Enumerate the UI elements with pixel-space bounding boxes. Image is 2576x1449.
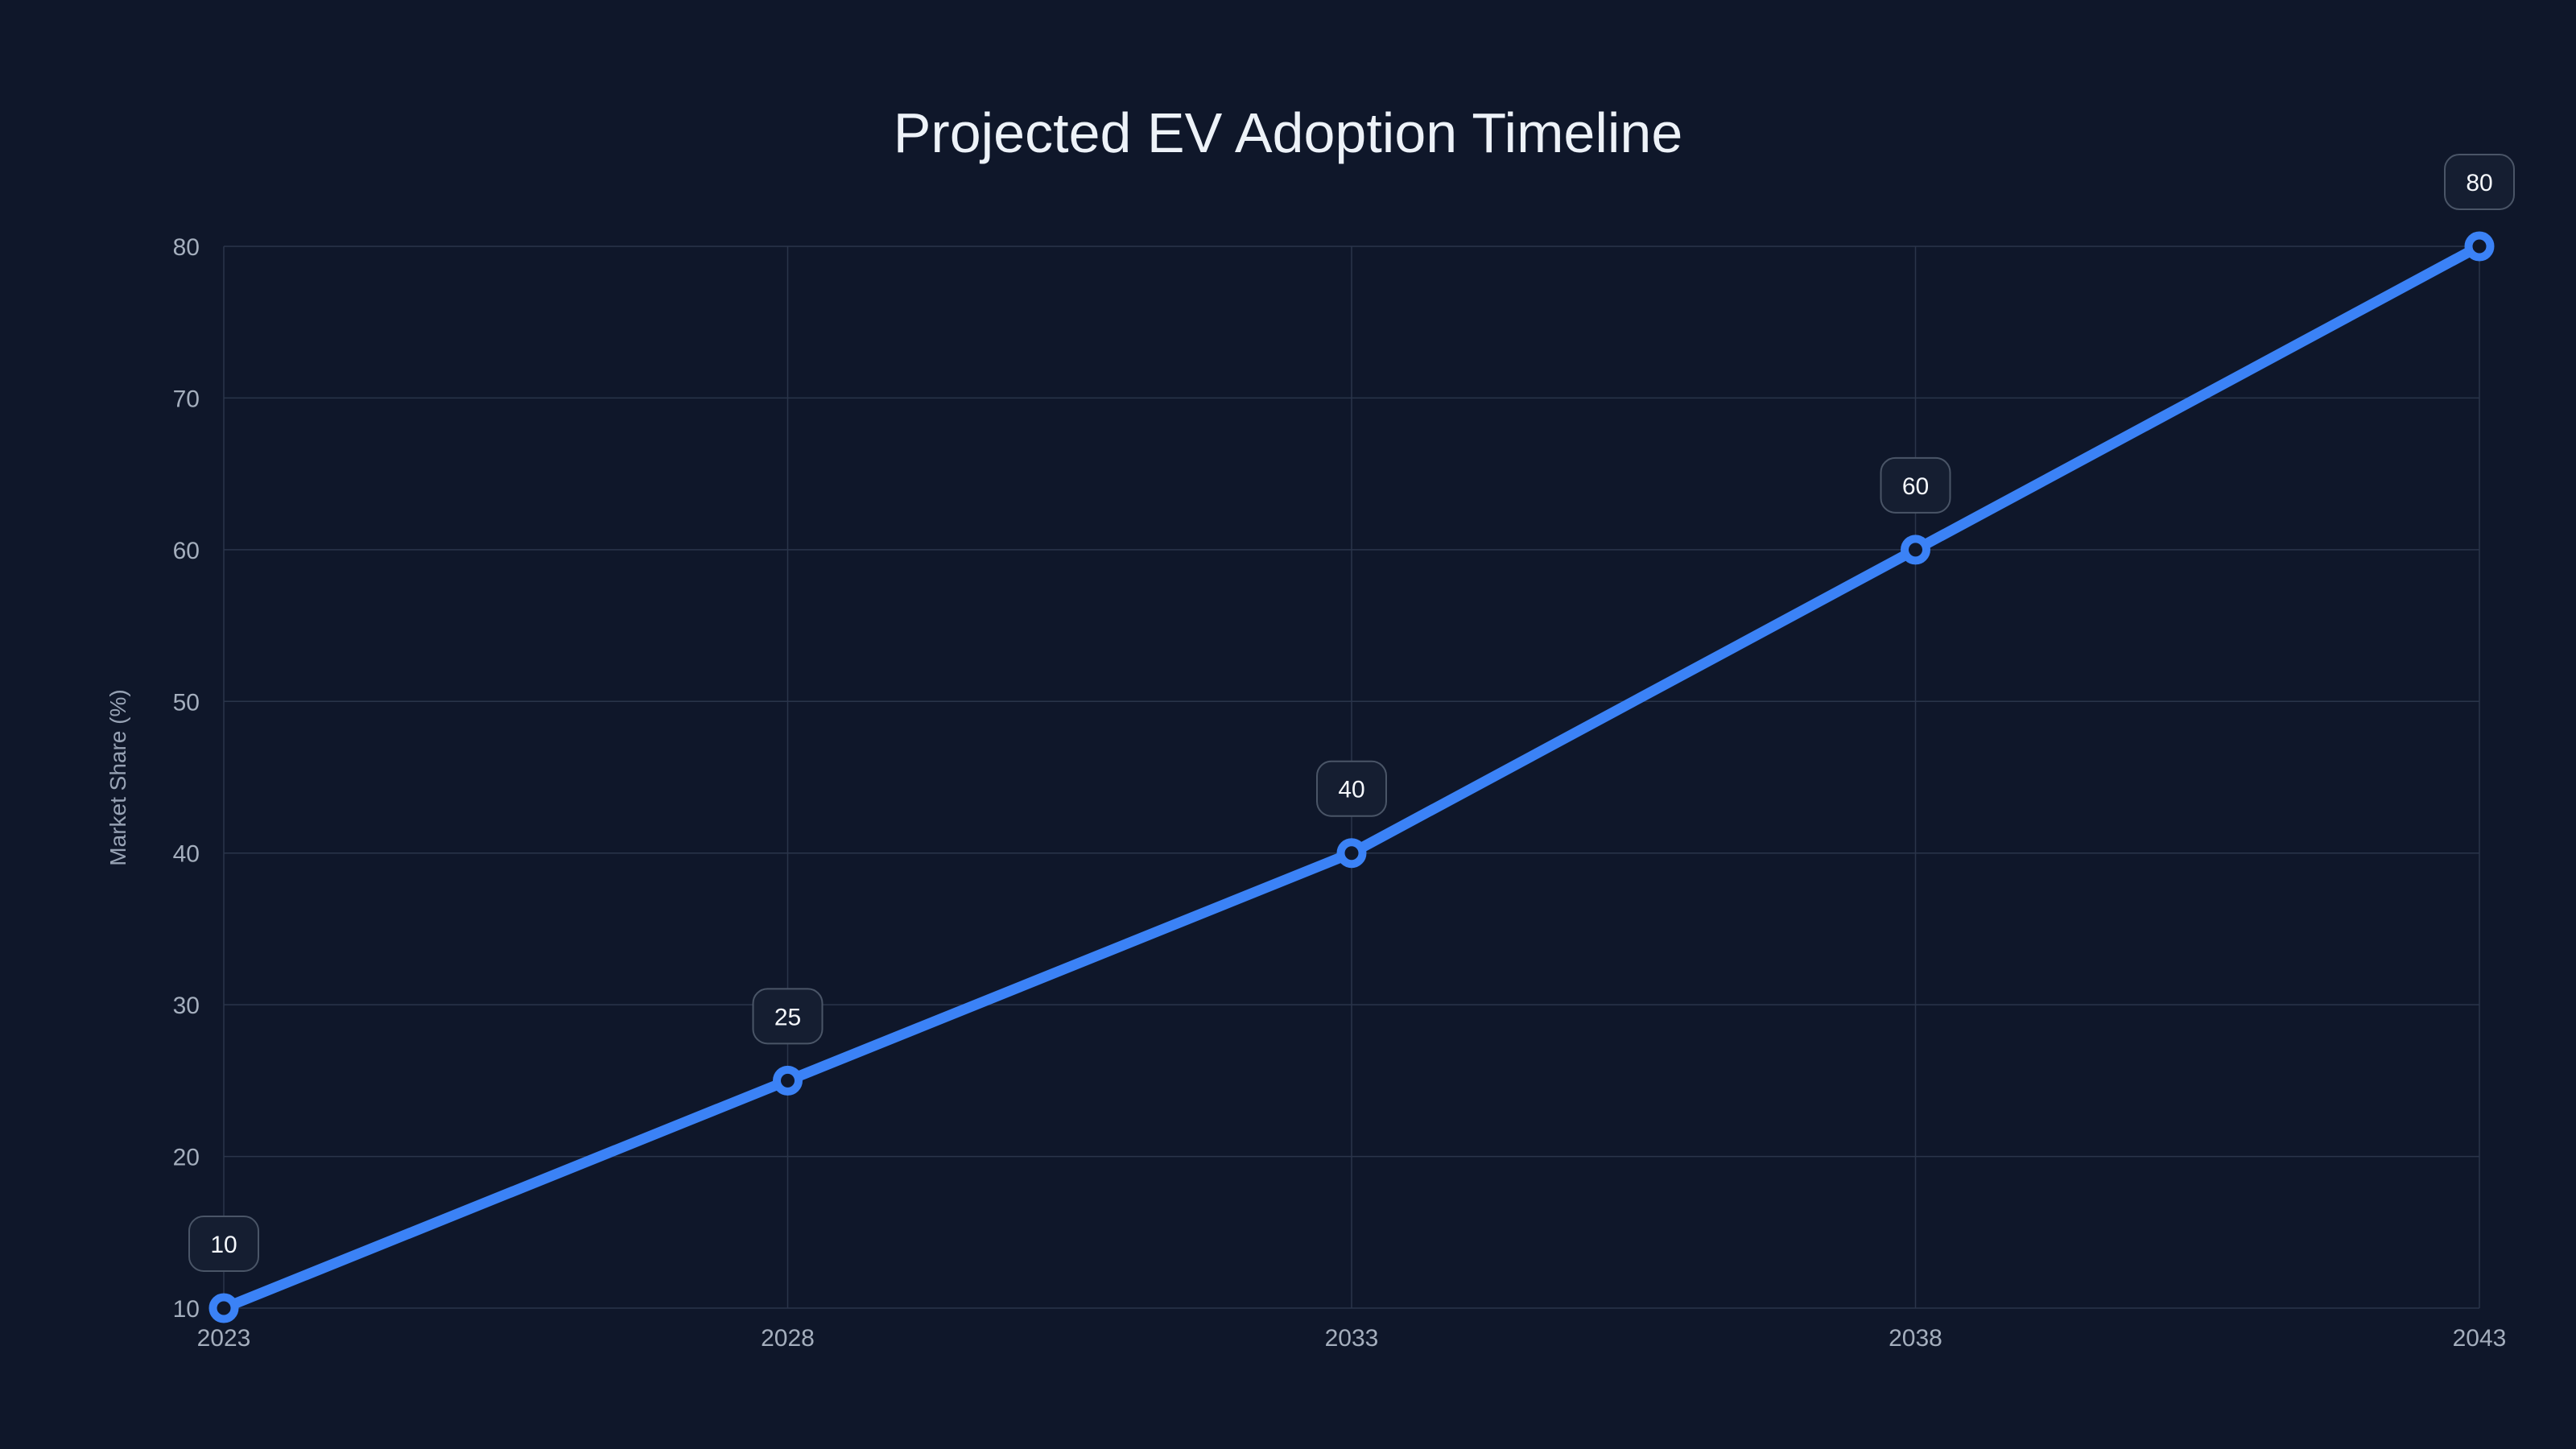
data-label-value: 60	[1902, 473, 1929, 500]
y-tick-label: 20	[173, 1145, 200, 1171]
data-label-value: 80	[2466, 170, 2492, 196]
y-tick-label: 70	[173, 386, 200, 412]
data-point-marker[interactable]	[773, 1065, 803, 1096]
y-tick-label: 60	[173, 538, 200, 564]
y-tick-label: 80	[173, 234, 200, 261]
chart-title: Projected EV Adoption Timeline	[893, 101, 1683, 164]
x-tick-label: 2028	[761, 1325, 815, 1352]
y-tick-label: 50	[173, 689, 200, 716]
data-label-value: 25	[774, 1004, 801, 1030]
data-point-marker[interactable]	[208, 1293, 239, 1323]
x-tick-label: 2033	[1325, 1325, 1379, 1352]
data-point-marker[interactable]	[1336, 838, 1367, 869]
data-label-value: 40	[1338, 777, 1364, 803]
x-tick-label: 2043	[2453, 1325, 2507, 1352]
y-tick-label: 30	[173, 993, 200, 1019]
y-tick-label: 10	[173, 1296, 200, 1323]
data-label-box	[752, 988, 824, 1045]
data-label-box	[2444, 154, 2515, 210]
data-point-marker[interactable]	[2464, 231, 2495, 262]
x-tick-label: 2038	[1889, 1325, 1942, 1352]
data-label-value: 10	[210, 1232, 237, 1258]
data-point-marker[interactable]	[1901, 535, 1930, 565]
data-label-box	[1880, 456, 1951, 514]
y-tick-label: 40	[173, 841, 200, 868]
x-tick-label: 2023	[197, 1325, 251, 1352]
data-label-box	[1316, 760, 1387, 817]
data-label-box	[188, 1216, 259, 1272]
